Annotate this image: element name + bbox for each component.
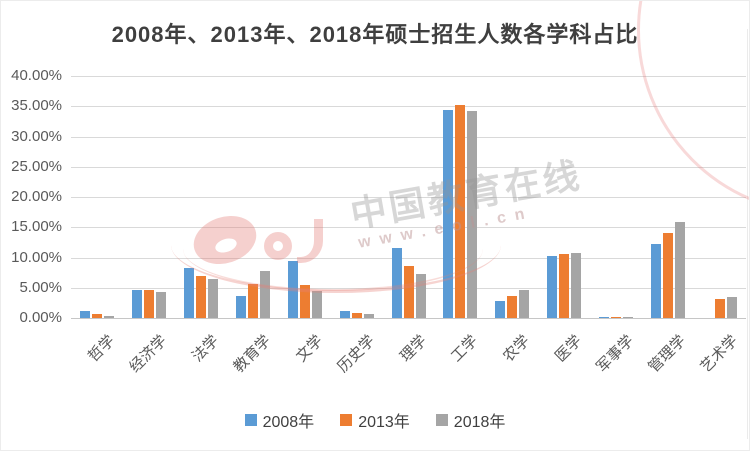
watermark-swoosh-icon (183, 207, 483, 291)
x-axis-category-label: 历史学 (333, 332, 378, 376)
gridline (71, 197, 746, 198)
y-axis-tick-label: 0.00% (19, 309, 62, 326)
bar-2018年-历史学 (363, 314, 374, 318)
y-axis-tick-label: 10.00% (11, 248, 62, 266)
legend-label: 2008年 (262, 414, 315, 431)
y-axis-tick-label: 30.00% (11, 127, 62, 145)
bar-2018年-农学 (519, 290, 530, 318)
bar-2013年-法学 (195, 275, 206, 318)
bar-2008年-哲学 (80, 311, 90, 318)
gridline (71, 106, 746, 108)
x-axis-category-label: 经济学 (126, 332, 171, 376)
bar-2013年-历史学 (351, 313, 362, 318)
bar-2018年-艺术学 (727, 297, 737, 318)
bar-2018年-哲学 (104, 315, 114, 318)
watermark-brand-text: 中国教育在线 (347, 154, 585, 236)
bar-2013年-哲学 (92, 314, 102, 318)
bar-2013年-医学 (559, 253, 570, 318)
x-axis-category-label: 文学 (292, 332, 326, 366)
gridline (71, 318, 746, 319)
eol-logo-icon (264, 232, 292, 260)
x-axis-category-label: 工学 (448, 332, 482, 366)
bar-2008年-理学 (391, 248, 402, 318)
x-axis-category-label: 农学 (500, 332, 534, 366)
gridline (71, 257, 746, 259)
bar-2013年-文学 (299, 285, 310, 318)
x-axis-category-label: 管理学 (645, 332, 690, 376)
x-axis-category-label: 法学 (188, 332, 222, 366)
bar-2013年-工学 (455, 105, 466, 318)
bar-2008年-管理学 (651, 243, 662, 318)
legend-swatch-icon (435, 414, 448, 426)
y-axis-tick-label: 5.00% (19, 278, 62, 296)
bar-2008年-医学 (547, 255, 558, 318)
legend-item-2018年: 2018年 (435, 408, 506, 432)
chart-title: 2008年、2013年、2018年硕士招生人数各学科占比 (111, 22, 639, 47)
bar-2013年-教育学 (247, 283, 258, 318)
y-axis-tick-label: 40.00% (11, 67, 62, 84)
right-edge-divider (747, 29, 748, 439)
bar-2013年-军事学 (611, 317, 622, 318)
y-axis-tick-label: 25.00% (11, 157, 62, 175)
x-axis-category-label: 军事学 (593, 332, 638, 376)
y-axis-tick-label: 15.00% (11, 218, 62, 236)
bar-2018年-军事学 (623, 317, 634, 318)
eol-logo-icon (187, 208, 263, 272)
bar-2018年-理学 (415, 274, 426, 318)
bar-2008年-法学 (183, 268, 194, 318)
x-axis-category-label: 教育学 (229, 332, 274, 376)
bar-2018年-工学 (467, 110, 478, 318)
gridline (71, 227, 746, 229)
bar-2008年-教育学 (235, 295, 246, 318)
bar-2008年-军事学 (599, 317, 610, 318)
legend-label: 2018年 (453, 414, 506, 431)
gridline (71, 76, 746, 77)
y-axis-tick-label: 35.00% (11, 97, 62, 115)
bar-2008年-经济学 (131, 289, 142, 318)
eol-logo-icon (213, 235, 239, 256)
bar-2013年-管理学 (663, 232, 674, 318)
bar-2018年-管理学 (675, 222, 686, 318)
bar-2018年-医学 (571, 253, 582, 318)
bar-2008年-农学 (495, 301, 506, 318)
bar-2018年-文学 (311, 291, 322, 318)
x-axis-category-label: 理学 (396, 332, 430, 366)
bar-2018年-经济学 (155, 292, 166, 318)
gridline (71, 136, 746, 138)
legend-swatch-icon (244, 414, 257, 426)
x-axis-category-label: 哲学 (84, 332, 119, 366)
bar-2018年-教育学 (259, 271, 270, 318)
legend: 2008年 2013年 2018年 (1, 408, 749, 432)
legend-label: 2013年 (358, 414, 410, 431)
gridline (71, 166, 746, 168)
eol-logo-icon (297, 219, 323, 263)
bar-2008年-文学 (287, 261, 298, 318)
x-axis-category-label: 医学 (552, 332, 586, 366)
bar-2008年-工学 (443, 109, 454, 318)
x-axis-category-label: 艺术学 (697, 332, 742, 376)
legend-swatch-icon (340, 414, 353, 426)
y-axis-tick-label: 20.00% (11, 188, 62, 205)
legend-item-2013年: 2013年 (340, 408, 410, 432)
bar-2013年-艺术学 (715, 298, 725, 318)
bar-2018年-法学 (207, 279, 218, 318)
legend-item-2008年: 2008年 (244, 408, 315, 432)
bar-2013年-经济学 (143, 290, 154, 318)
bar-2013年-农学 (507, 295, 518, 318)
bar-2013年-理学 (403, 266, 414, 318)
bar-2008年-历史学 (339, 311, 350, 318)
